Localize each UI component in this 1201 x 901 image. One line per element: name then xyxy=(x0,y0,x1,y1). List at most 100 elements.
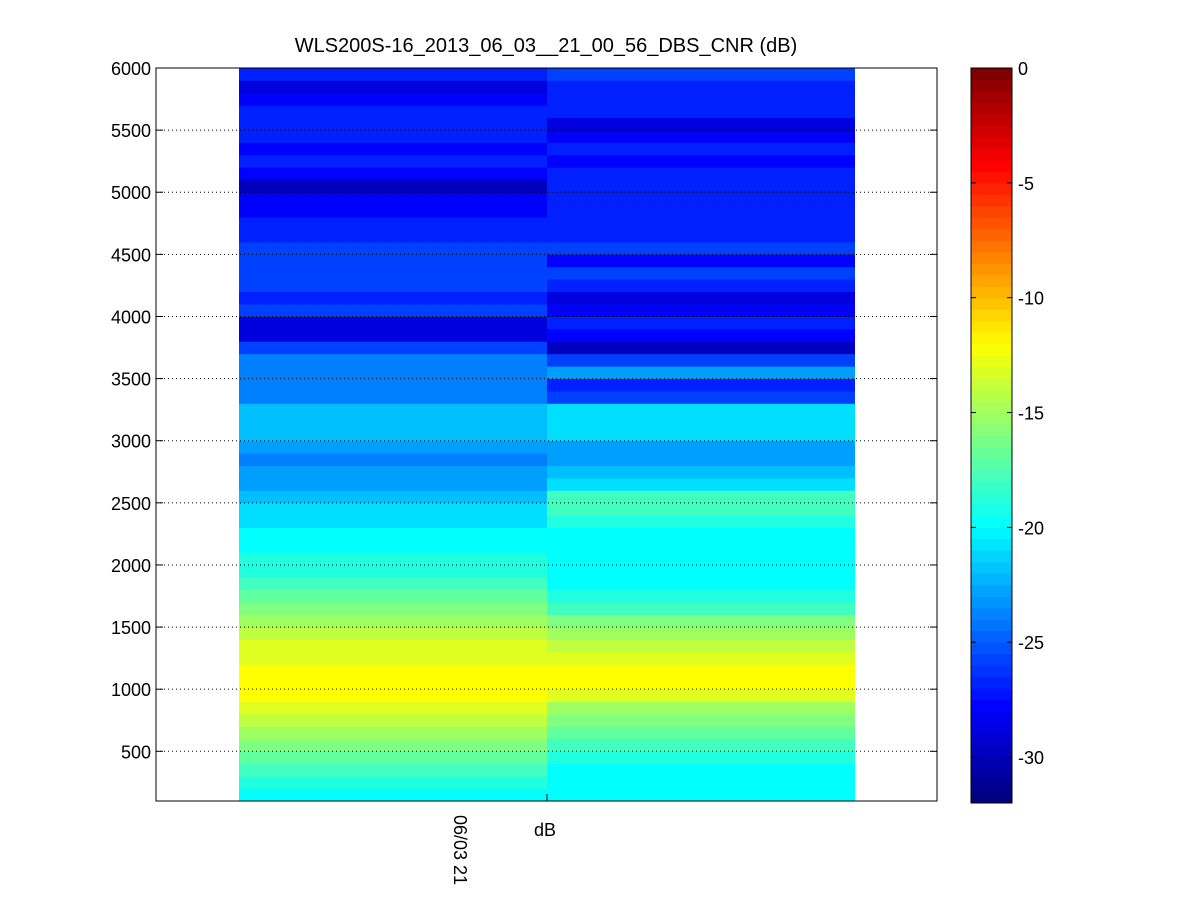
heatmap-cell xyxy=(239,366,547,379)
colorbar-swatch xyxy=(971,435,1012,448)
y-tick-label: 4500 xyxy=(111,245,151,265)
heatmap-cell xyxy=(547,179,855,193)
colorbar-swatch xyxy=(971,297,1012,310)
heatmap-cell xyxy=(239,490,547,504)
colorbar-swatch xyxy=(971,584,1012,597)
colorbar-swatch xyxy=(971,136,1012,149)
heatmap-cell xyxy=(239,341,547,355)
heatmap-cell xyxy=(239,465,547,479)
colorbar-swatch xyxy=(971,79,1012,92)
colorbar-swatch xyxy=(971,791,1012,804)
heatmap-cell xyxy=(547,154,855,168)
heatmap-cell xyxy=(239,689,547,703)
heatmap-cell xyxy=(239,316,547,330)
chart-title: WLS200S-16_2013_06_03__21_00_56_DBS_CNR … xyxy=(295,35,798,57)
heatmap-cell xyxy=(239,751,547,765)
heatmap-cell xyxy=(547,540,855,553)
heatmap-cell xyxy=(239,714,547,727)
colorbar-swatch xyxy=(971,653,1012,666)
colorbar-swatch xyxy=(971,538,1012,551)
heatmap-cell xyxy=(239,726,547,740)
heatmap-cell xyxy=(239,776,547,789)
heatmap-cell xyxy=(239,391,547,404)
heatmap-cell xyxy=(239,415,547,429)
heatmap-cell xyxy=(239,676,547,690)
heatmap-cell xyxy=(239,179,547,193)
y-tick-label: 1000 xyxy=(111,680,151,700)
colorbar-swatch xyxy=(971,251,1012,264)
heatmap-cell xyxy=(547,105,855,119)
heatmap-cell xyxy=(547,279,855,293)
heatmap-cell xyxy=(239,502,547,516)
heatmap-cell xyxy=(547,291,855,305)
colorbar-tick-label: -5 xyxy=(1018,174,1034,194)
heatmap-cell xyxy=(239,577,547,591)
heatmap-cell xyxy=(547,502,855,516)
heatmap-cell xyxy=(239,266,547,280)
heatmap-cell xyxy=(239,241,547,255)
heatmap-cell xyxy=(547,391,855,404)
colorbar-swatch xyxy=(971,424,1012,436)
colorbar-tick-label: -20 xyxy=(1018,518,1044,538)
heatmap-cell xyxy=(547,453,855,466)
colorbar-tick-label: 0 xyxy=(1018,59,1028,79)
heatmap-cell xyxy=(239,279,547,293)
heatmap-cell xyxy=(547,477,855,491)
colorbar-swatch xyxy=(971,228,1012,241)
heatmap-cell xyxy=(547,130,855,143)
colorbar-swatch xyxy=(971,676,1012,689)
y-tick-label: 2000 xyxy=(111,556,151,576)
y-tick-label: 5000 xyxy=(111,183,151,203)
heatmap-cell xyxy=(547,627,855,640)
colorbar-swatch xyxy=(971,274,1012,287)
y-axis: 500 1000 1500 2000 2500 3000 3500 4000 4500 5000 5… xyxy=(111,59,937,801)
colorbar-swatch xyxy=(971,745,1012,758)
colorbar-swatch xyxy=(971,768,1012,781)
heatmap-cell xyxy=(547,689,855,703)
heatmap-cell xyxy=(239,602,547,616)
colorbar-swatch xyxy=(971,527,1012,540)
heatmap-cell xyxy=(547,639,855,653)
heatmap-cell xyxy=(239,217,547,230)
colorbar-swatch xyxy=(971,355,1012,368)
heatmap-cell xyxy=(239,167,547,181)
colorbar-swatch xyxy=(971,458,1012,471)
colorbar-swatch xyxy=(971,573,1012,586)
colorbar-swatch xyxy=(971,171,1012,184)
colorbar-swatch xyxy=(971,481,1012,494)
colorbar-swatch xyxy=(971,240,1012,253)
colorbar-swatch xyxy=(971,619,1012,632)
heatmap-cell xyxy=(547,552,855,566)
colorbar-swatch xyxy=(971,389,1012,402)
heatmap-cell xyxy=(547,527,855,541)
heatmap-cell xyxy=(547,241,855,255)
heatmap-cell xyxy=(547,328,855,342)
colorbar-swatch xyxy=(971,722,1012,735)
heatmap-cell xyxy=(239,552,547,566)
colorbar-swatch xyxy=(971,113,1012,126)
heatmap-cell xyxy=(547,428,855,442)
heatmap-cell xyxy=(547,378,855,392)
y-tick-label: 3500 xyxy=(111,370,151,390)
heatmap-cell xyxy=(239,664,547,678)
x-tick-label: 06/03 21 xyxy=(450,815,470,885)
colorbar-frame xyxy=(970,67,1013,804)
colorbar-swatch xyxy=(971,102,1012,115)
heatmap-cell xyxy=(547,316,855,330)
heatmap-cell xyxy=(239,440,547,454)
colorbar-swatch xyxy=(971,217,1012,230)
colorbar-swatch xyxy=(971,630,1012,643)
y-tick-label: 1500 xyxy=(111,618,151,638)
colorbar-swatch xyxy=(971,699,1012,712)
heatmap-cell xyxy=(547,117,855,131)
heatmap-cell xyxy=(239,192,547,206)
heatmap-cell xyxy=(547,229,855,243)
heatmap-cell xyxy=(239,304,547,317)
colorbar-swatch xyxy=(971,412,1012,425)
heatmap-cell xyxy=(239,204,547,218)
heatmap-cell xyxy=(547,701,855,715)
colorbar-swatch xyxy=(971,780,1012,793)
heatmap-cell xyxy=(547,167,855,181)
colorbar-swatch xyxy=(971,504,1012,517)
